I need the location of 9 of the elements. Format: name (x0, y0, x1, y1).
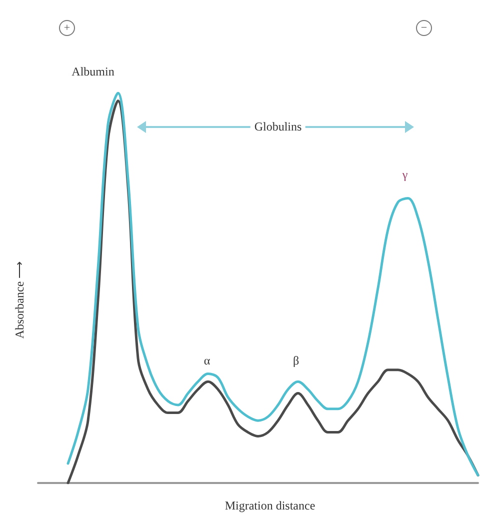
text: + (59, 20, 75, 36)
annotation: Globulins (250, 120, 306, 134)
annotation: γ (402, 168, 408, 182)
annotation: α (204, 354, 210, 368)
x-axis-title: Migration distance (224, 498, 316, 514)
annotation: β (292, 354, 300, 368)
text: Albumin (72, 64, 114, 80)
text: − (416, 20, 432, 36)
y-axis-title: Absorbance ⟶ (12, 261, 28, 339)
